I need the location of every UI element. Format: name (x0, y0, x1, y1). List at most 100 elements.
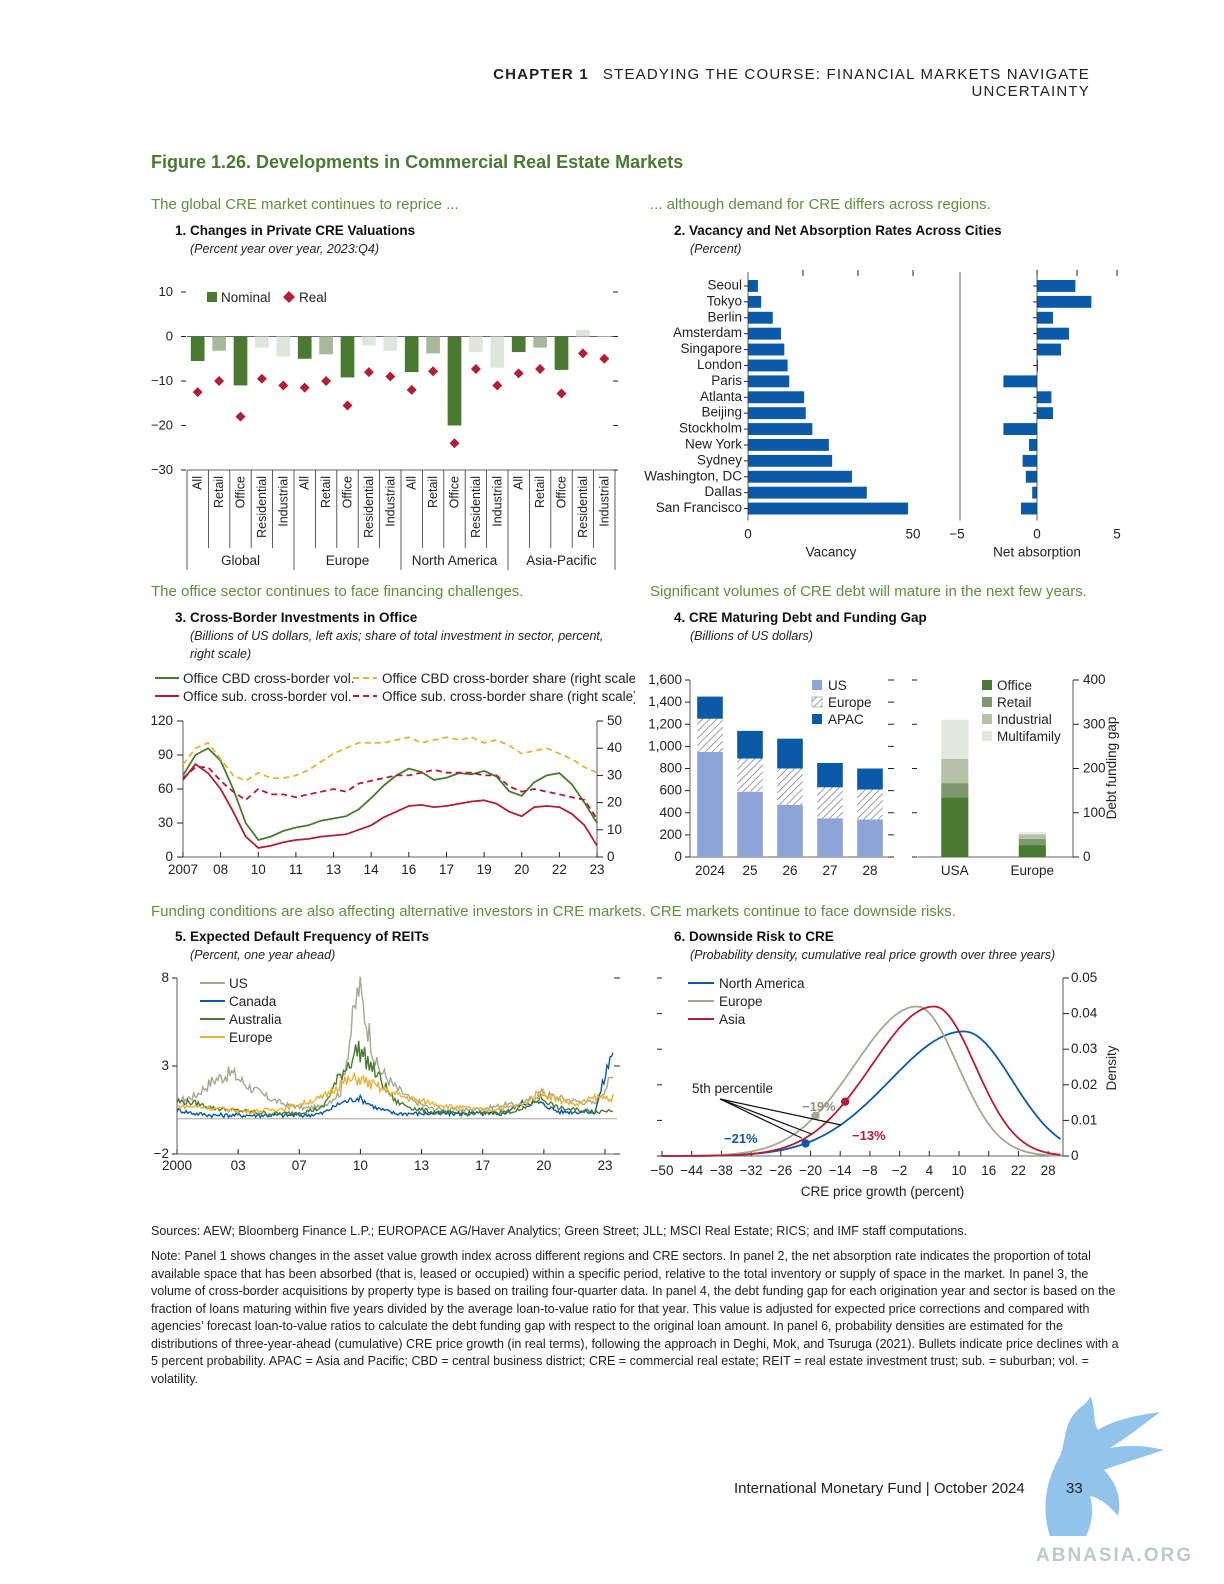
category-label: Retail (426, 476, 440, 508)
x-tick-label: 2000 (162, 1158, 192, 1173)
panel6-subtitle: (Probability density, cumulative real pr… (690, 948, 1056, 962)
debt-bar-us (817, 818, 843, 857)
city-label: Atlanta (700, 389, 743, 404)
legend-label-0: North America (719, 976, 805, 991)
group-label: Europe (326, 553, 370, 568)
real-marker (470, 363, 481, 374)
vacancy-bar (748, 280, 758, 292)
density-curve-2 (662, 1005, 1061, 1157)
x-tick-label-right: Europe (1011, 863, 1055, 878)
panel2-lede: ... although demand for CRE differs acro… (650, 196, 991, 213)
vacancy-bar (748, 343, 785, 356)
percentile-annotation: 5th percentile (692, 1081, 773, 1096)
city-label: Dallas (704, 484, 742, 499)
city-label: Seoul (707, 278, 742, 293)
group-label: Global (221, 553, 260, 568)
vacancy-bar (748, 375, 790, 388)
gap-bar-office (1018, 845, 1046, 857)
legend-swatch-multifamily (982, 731, 992, 741)
absorption-bar (1003, 375, 1037, 388)
y-tick-label: −10 (151, 373, 173, 388)
gap-bar-industrial (941, 758, 969, 784)
y-tick-label: 0.01 (1071, 1112, 1097, 1127)
y-tick-label-left: 200 (659, 827, 682, 842)
legend-swatch-us (812, 680, 822, 690)
legend-label-industrial: Industrial (997, 712, 1052, 727)
x-tick-label: −14 (829, 1163, 852, 1178)
x-tick-label: 10 (251, 862, 266, 877)
legend-swatch-industrial (982, 714, 992, 724)
x-axis-title: CRE price growth (percent) (801, 1184, 965, 1199)
debt-bar-europe (697, 718, 723, 752)
category-label: Retail (533, 476, 547, 508)
absorption-bar (1029, 439, 1037, 451)
y-tick-label: 0 (1071, 1148, 1079, 1163)
category-label: Office (234, 476, 248, 508)
vacancy-bar (748, 454, 833, 467)
absorption-bar (1025, 470, 1037, 483)
absorption-bar (1032, 486, 1037, 499)
panel5-lede: Funding conditions are also affecting al… (151, 903, 646, 920)
x-tick-label: 08 (213, 862, 228, 877)
chapter-label: CHAPTER 1 (493, 66, 589, 83)
chapter-title: STEADYING THE COURSE: FINANCIAL MARKETS … (602, 66, 1090, 100)
x-tick-label: 2024 (695, 863, 726, 878)
category-label: Industrial (597, 476, 611, 527)
panel2-chart: SeoulTokyoBerlinAmsterdamSingaporeLondon… (644, 270, 1121, 560)
vacancy-bar (748, 423, 813, 435)
panel4-lede: Significant volumes of CRE debt will mat… (650, 583, 1087, 600)
x-tick-label: −50 (651, 1163, 674, 1178)
y-tick-label: 0.05 (1071, 970, 1097, 985)
absorption-bar (1037, 327, 1069, 340)
debt-bar-apac (857, 768, 883, 790)
legend-label-europe: Europe (828, 695, 872, 710)
legend-label-europe: Europe (229, 1030, 273, 1045)
panel4-chart: 0 200 400 600 800 1,000 1,200 1,400 1,600 2024 25 2… (648, 672, 1119, 878)
city-label: Amsterdam (673, 325, 742, 340)
legend-label-nominal: Nominal (221, 290, 271, 305)
real-marker (363, 367, 374, 378)
gap-bar-industrial (1018, 834, 1046, 839)
x-tick-label: 0 (744, 527, 752, 542)
real-marker (599, 353, 610, 364)
legend-label-multifamily: Multifamily (997, 729, 1061, 744)
x-tick-label: 28 (862, 863, 877, 878)
x-tick-label: 10 (952, 1163, 967, 1178)
debt-bar-apac (777, 738, 803, 769)
y-tick-label-left: 30 (158, 815, 173, 830)
x-tick-label: 22 (552, 862, 567, 877)
vacancy-bar (748, 295, 762, 308)
absorption-bar (1037, 280, 1076, 292)
real-marker (299, 382, 310, 393)
x-tick-label: 20 (536, 1158, 551, 1173)
legend-label-2: Asia (719, 1012, 746, 1027)
y-tick-label: 3 (161, 1058, 169, 1073)
percentile-bullet-1 (811, 1111, 820, 1120)
y-tick-label-left: 400 (659, 805, 682, 820)
city-label: Washington, DC (644, 468, 742, 483)
debt-bar-europe (857, 789, 883, 820)
y-tick-label: −20 (151, 418, 173, 433)
city-label: London (697, 357, 742, 372)
vacancy-bar (748, 327, 781, 340)
legend-swatch-retail (982, 697, 992, 707)
y-tick-label-right: 20 (607, 795, 622, 810)
category-label: Office (555, 476, 569, 508)
legend-swatch-apac (812, 714, 822, 724)
panel5-chart: −2 3 8 2000 03 07 10 13 17 20 23 US Canada Australia E… (154, 970, 620, 1173)
legend-label-canada: Canada (229, 994, 277, 1009)
x-tick-label: 2007 (168, 862, 198, 877)
y-tick-label: −30 (151, 462, 173, 477)
nominal-bar (212, 336, 226, 351)
panel1-subtitle: (Percent year over year, 2023:Q4) (190, 242, 379, 256)
y-tick-label-right: 300 (1083, 716, 1106, 731)
x-tick-label: 19 (477, 862, 492, 877)
real-marker (449, 438, 460, 449)
real-marker (385, 371, 396, 382)
x-tick-label: 5 (1113, 527, 1121, 542)
real-marker (256, 373, 267, 384)
panel3-lede: The office sector continues to face fina… (151, 583, 524, 600)
debt-bar-europe (777, 768, 803, 806)
y-tick-label-right: 0 (1083, 849, 1091, 864)
category-label: Residential (576, 476, 590, 538)
